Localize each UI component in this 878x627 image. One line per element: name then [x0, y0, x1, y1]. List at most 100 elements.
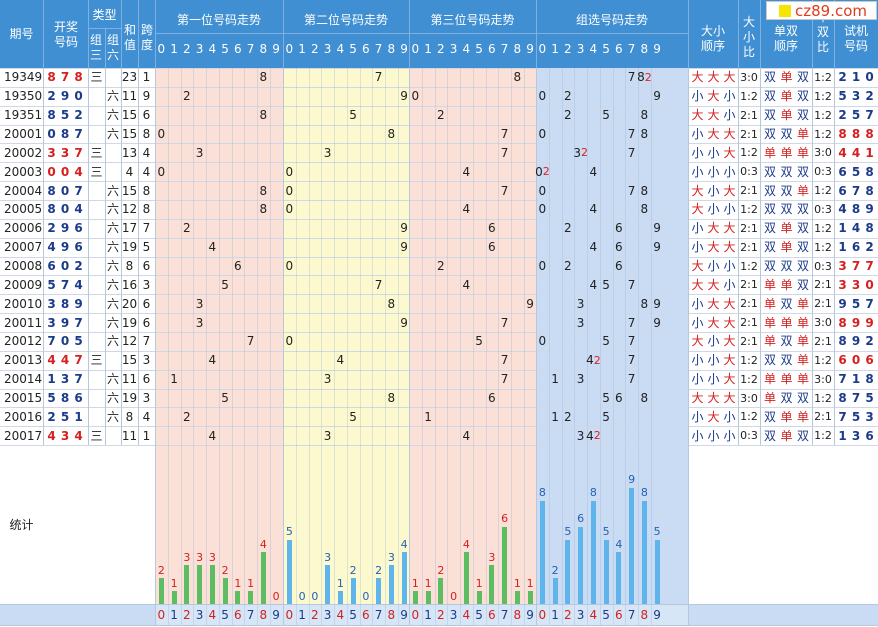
row-span: 6 [142, 259, 151, 274]
digit-col-line [460, 68, 461, 625]
header-sum: 和值 [123, 15, 137, 60]
row-oe-order: 单 [763, 296, 776, 311]
row-draw-digit: 4 [47, 428, 56, 443]
row-group-digit: 9 [651, 219, 664, 238]
row-pos3-digit: 6 [488, 221, 496, 236]
header-digit-pos3: 2 [434, 38, 448, 60]
row-pos2-digit: 7 [374, 70, 383, 85]
stat-bar [539, 500, 545, 604]
row-group-digit: 9 [651, 238, 664, 257]
row-draw-digit: 7 [74, 127, 83, 141]
digit-col-line [269, 68, 271, 625]
row-pos1-digit: 6 [234, 259, 242, 274]
row-pos2-digit: 9 [400, 240, 408, 255]
row-group-digit: 6 [613, 389, 626, 408]
row-size-order: 大 [707, 277, 720, 292]
digit-col-line [231, 68, 233, 625]
header-vline [138, 0, 139, 68]
group-digit-value: 0 [538, 183, 547, 198]
row-size-order: 小 [723, 108, 736, 123]
row-draw-digit: 0 [60, 183, 70, 198]
row-pos1-digit: 8 [259, 70, 268, 85]
group-digit-value: 4 [589, 164, 598, 179]
row-size-ratio: 1:2 [740, 146, 758, 160]
header-digit-pos3: 6 [485, 38, 499, 60]
row-size-order: 小 [723, 259, 736, 274]
row-oe-ratio: 3:0 [814, 372, 832, 386]
row-draw-digit: 5 [47, 277, 56, 292]
stat-digit-label: 2 [564, 607, 572, 622]
row-test-digit: 9 [838, 296, 847, 311]
row-oe-order: 双 [796, 428, 809, 443]
group-digit-value: 0 [538, 89, 547, 104]
row-test-digit: 3 [865, 409, 874, 424]
row-pos3-digit: 8 [513, 70, 522, 85]
row-oe-order: 单 [796, 145, 809, 160]
stat-digit-label: 9 [653, 607, 661, 622]
stat-bar-value: 5 [602, 525, 610, 538]
row-span: 6 [142, 296, 151, 311]
row-span: 3 [142, 277, 151, 292]
stat-digit-label: 6 [234, 607, 242, 622]
row-oe-order: 单 [796, 183, 809, 198]
row-test-digit: 3 [851, 428, 861, 443]
header-hline [88, 28, 121, 29]
row-draw-digit: 1 [47, 372, 56, 387]
row-oe-ratio: 3:0 [814, 146, 832, 160]
row-oe-order: 单 [763, 277, 776, 292]
stat-digit-label: 9 [400, 607, 408, 622]
row-size-ratio: 1:2 [740, 372, 758, 386]
row-line [0, 388, 878, 390]
section-bg-pos2 [283, 68, 409, 604]
row-oe-order: 双 [796, 108, 809, 123]
stat-bar-value: 1 [247, 576, 255, 590]
row-draw-digit: 4 [74, 202, 83, 217]
row-group-digit: 0 [536, 87, 549, 106]
row-draw-digit: 3 [60, 372, 70, 387]
row-pos1-digit: 8 [259, 183, 268, 198]
row-size-ratio: 2:1 [740, 297, 758, 311]
row-oe-order: 双 [763, 409, 776, 424]
row-draw-digit: 5 [47, 391, 56, 406]
row-pos3-digit: 4 [462, 202, 471, 217]
stat-bar-value: 9 [628, 473, 636, 487]
stat-bar [209, 565, 215, 604]
row-size-order: 大 [691, 391, 704, 406]
row-draw-digit: 8 [60, 127, 70, 141]
row-group-digit: 6 [613, 238, 626, 257]
stats-left-area [0, 445, 155, 604]
stat-bar [286, 539, 292, 604]
stats-line [0, 625, 878, 626]
row-oe-order: 双 [796, 221, 809, 236]
row-span: 5 [142, 240, 151, 255]
stat-bar-value: 0 [450, 589, 458, 603]
stat-bar-value: 1 [234, 576, 242, 590]
row-pos2-digit: 5 [349, 409, 357, 424]
digit-col-line [421, 68, 423, 625]
row-oe-order: 双 [796, 164, 809, 179]
header-digit-group: 7 [625, 38, 638, 60]
row-group-digit: 0 [536, 332, 549, 351]
digit-col-line [447, 68, 449, 625]
header-hline [155, 33, 688, 34]
row-line [0, 407, 878, 409]
group-digit-value: 4 [589, 202, 598, 217]
row-test-digit: 2 [838, 108, 847, 123]
header-digit-pos1: 0 [155, 38, 168, 60]
row-draw-digit: 0 [60, 202, 70, 217]
row-test-digit: 1 [851, 70, 861, 85]
row-type-g6 [105, 68, 121, 87]
row-group-digit: 7 [625, 332, 638, 351]
row-draw-digit: 9 [60, 315, 70, 330]
digit-col-line [308, 68, 310, 625]
row-test-digit: 8 [865, 372, 874, 387]
row-type-g6 [105, 143, 121, 162]
header-digit-pos1: 4 [206, 38, 219, 60]
stat-bar-value: 2 [349, 563, 357, 577]
header-digit-pos2: 3 [321, 38, 334, 60]
row-pos3-digit: 4 [462, 164, 471, 179]
row-group-digit: 5 [600, 332, 613, 351]
stat-digit-label: 6 [488, 607, 496, 622]
site-logo[interactable]: cz89.com [766, 1, 877, 20]
